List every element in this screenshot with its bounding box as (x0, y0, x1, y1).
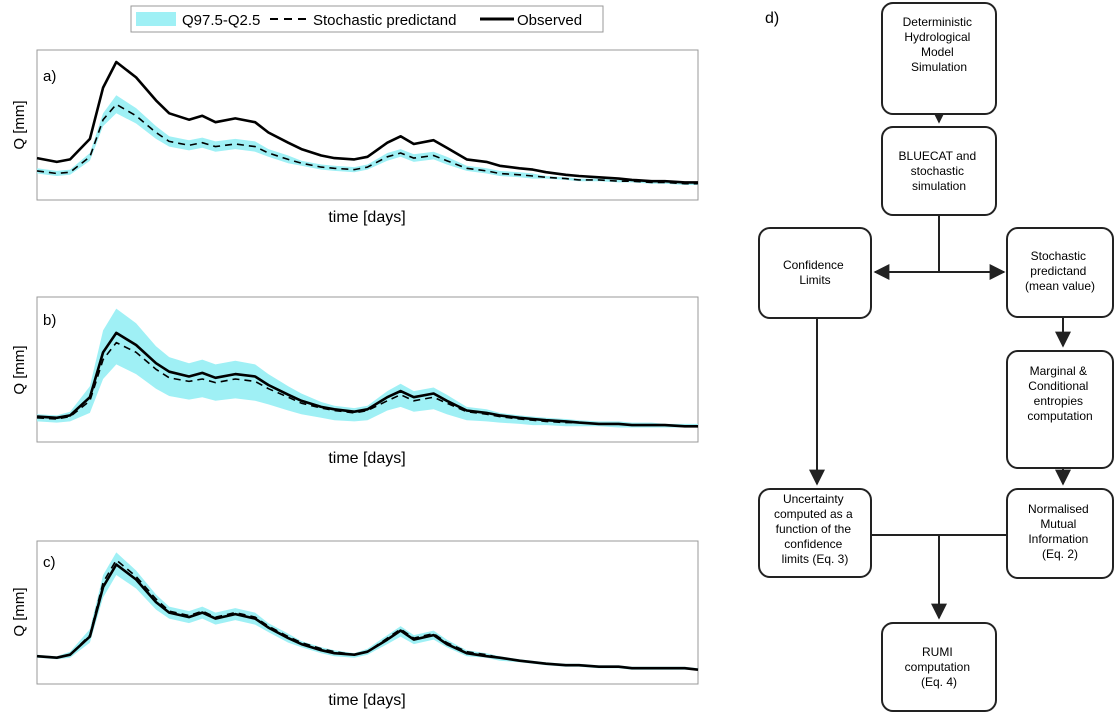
panel-c-frame (36, 540, 699, 685)
legend-dashed-label: Stochastic predictand (313, 12, 456, 29)
box-nmi-line-3: Information (1028, 532, 1088, 546)
box-entropies-frame (1006, 350, 1114, 469)
panel-a-stochastic-predictand-line (36, 103, 698, 185)
box-deterministic-text: Deterministic Hydrological Model Simulat… (903, 15, 976, 74)
box-confidence: Confidence Limits (758, 227, 872, 319)
panel-a-observed-line (36, 60, 698, 184)
box-deterministic-line-3: Model (921, 45, 954, 59)
box-nmi: Normalised Mutual Information (Eq. 2) (1006, 488, 1114, 579)
panel-b-observed-line (36, 331, 698, 428)
box-deterministic-line-2: Hydrological (904, 30, 970, 44)
box-confidence-text: Confidence Limits (783, 258, 847, 287)
box-stochastic-text: Stochastic predictand (mean value) (1025, 249, 1095, 293)
box-nmi-line-1: Normalised (1028, 502, 1089, 516)
legend-solid-label: Observed (517, 12, 582, 29)
box-rumi: RUMI computation (Eq. 4) (881, 622, 997, 712)
box-uncertainty-text: Uncertainty computed as a function of th… (774, 492, 856, 566)
box-uncertainty-line-4: confidence (784, 537, 842, 551)
box-stochastic-line-1: Stochastic (1031, 249, 1086, 263)
box-nmi-text: Normalised Mutual Information (Eq. 2) (1028, 502, 1092, 561)
box-deterministic-line-4: Simulation (911, 60, 967, 74)
box-nmi-frame (1006, 488, 1114, 579)
box-stochastic-line-3: (mean value) (1025, 279, 1095, 293)
legend: Q97.5-Q2.5 Stochastic predictand Observe… (130, 5, 604, 33)
box-uncertainty-line-3: function of the (776, 522, 852, 536)
box-confidence-line-1: Confidence (783, 258, 844, 272)
legend-band-label: Q97.5-Q2.5 (182, 12, 260, 29)
panel-b-ylabel: Q [mm] (11, 345, 28, 394)
box-bluecat-text: BLUECAT and stochastic simulation (899, 149, 980, 193)
box-deterministic-frame (881, 2, 997, 115)
panel-a: a) Q [mm] time [days] (11, 49, 699, 226)
panel-a-plot (36, 60, 698, 185)
box-bluecat-frame (881, 126, 997, 216)
flowchart-label: d) (765, 10, 779, 27)
box-uncertainty-frame (758, 488, 872, 578)
panel-c-ylabel: Q [mm] (11, 587, 28, 636)
panel-b-label: b) (43, 312, 56, 329)
box-uncertainty-line-1: Uncertainty (783, 492, 844, 506)
box-stochastic-line-2: predictand (1030, 264, 1086, 278)
box-entropies-line-3: entropies (1034, 394, 1083, 408)
panel-b-stochastic-predictand-line (36, 341, 698, 428)
box-nmi-line-2: Mutual (1040, 517, 1076, 531)
box-rumi-line-3: (Eq. 4) (921, 675, 957, 689)
box-entropies: Marginal & Conditional entropies computa… (1006, 350, 1114, 469)
box-deterministic-line-1: Deterministic (903, 15, 972, 29)
box-entropies-line-2: Conditional (1028, 379, 1088, 393)
box-entropies-line-1: Marginal & (1030, 364, 1087, 378)
box-nmi-line-4: (Eq. 2) (1042, 547, 1078, 561)
panel-b-xlabel: time [days] (328, 450, 405, 467)
box-deterministic: Deterministic Hydrological Model Simulat… (881, 2, 997, 115)
panel-c-label: c) (43, 554, 56, 571)
box-entropies-text: Marginal & Conditional entropies computa… (1027, 364, 1092, 423)
panel-c-xlabel: time [days] (328, 692, 405, 709)
panel-a-label: a) (43, 68, 56, 85)
panel-c: c) Q [mm] time [days] (11, 540, 699, 709)
panel-a-ylabel: Q [mm] (11, 100, 28, 149)
box-bluecat-line-1: BLUECAT and (899, 149, 977, 163)
box-uncertainty-line-5: limits (Eq. 3) (782, 552, 849, 566)
box-stochastic: Stochastic predictand (mean value) (1006, 227, 1114, 318)
panel-a-xlabel: time [days] (328, 209, 405, 226)
box-uncertainty-line-2: computed as a (774, 507, 853, 521)
box-uncertainty: Uncertainty computed as a function of th… (758, 488, 872, 578)
box-confidence-frame (758, 227, 872, 319)
box-confidence-line-2: Limits (799, 273, 830, 287)
box-rumi-text: RUMI computation (Eq. 4) (905, 645, 974, 689)
box-rumi-frame (881, 622, 997, 712)
box-bluecat-line-3: simulation (912, 179, 966, 193)
box-stochastic-frame (1006, 227, 1114, 318)
panel-b: b) Q [mm] time [days] (11, 296, 699, 467)
panel-c-observed-line (36, 563, 699, 671)
flowchart: d) Deterministic Hydrological Model Simu… (758, 2, 1114, 712)
box-bluecat: BLUECAT and stochastic simulation (881, 126, 997, 216)
box-rumi-line-2: computation (905, 660, 970, 674)
panel-b-uncertainty-band (37, 308, 698, 428)
panel-c-plot (36, 552, 699, 671)
box-bluecat-line-2: stochastic (911, 164, 964, 178)
box-entropies-line-4: computation (1027, 409, 1092, 423)
box-rumi-line-1: RUMI (922, 645, 953, 659)
legend-band-swatch (136, 12, 176, 26)
legend-frame (130, 5, 604, 33)
panel-b-plot (36, 308, 698, 428)
